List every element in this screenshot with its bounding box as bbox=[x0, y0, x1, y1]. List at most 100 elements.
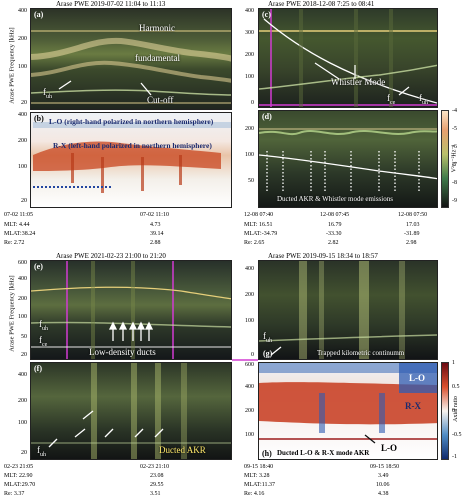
fuh-a-text: f bbox=[43, 87, 46, 97]
annotation-harmonic: Harmonic bbox=[139, 23, 175, 33]
panel-e-label: (e) bbox=[34, 262, 43, 271]
spectrogram-panel-d: (d) Ducted AKR & Whistler mode emissions bbox=[258, 110, 438, 208]
annotation-fuh-c: fuh bbox=[419, 93, 428, 106]
y-axis-label-bottom-left: Arase PWE Frequency [kHz] bbox=[8, 275, 16, 352]
ytick: 20 bbox=[21, 198, 27, 204]
re-label: Re: 2.65 bbox=[244, 240, 265, 246]
mlt-value: 16.79 bbox=[328, 222, 342, 228]
annotation-cutoff: Cut-off bbox=[147, 95, 174, 105]
annotation-fce-e: fce bbox=[39, 335, 47, 348]
ytick: 200 bbox=[18, 398, 27, 404]
panel-c-label: (c) bbox=[262, 10, 271, 19]
mlt-label: MLT: 16.51 bbox=[244, 222, 273, 228]
re-value: 2.88 bbox=[150, 240, 161, 246]
mlat-label: MLAT:-34.79 bbox=[244, 231, 278, 237]
ytick: 600 bbox=[18, 260, 27, 266]
fce-c-sub: ce bbox=[390, 99, 396, 106]
ytick: 200 bbox=[245, 52, 254, 58]
ytick: 100 bbox=[245, 152, 254, 158]
fce-c-text: f bbox=[387, 93, 390, 103]
ytick: 400 bbox=[18, 372, 27, 378]
cbar-tick: -9 bbox=[452, 198, 457, 204]
time-tick: 02-23 21:05 bbox=[4, 464, 34, 470]
power-colorbar bbox=[441, 110, 449, 208]
spectrogram-panel-f: (f) fuh Ducted AKR bbox=[30, 362, 232, 460]
fce-e-sub: ce bbox=[42, 341, 48, 348]
time-tick: 07-02 11:10 bbox=[140, 212, 169, 218]
cbar-tick: -5 bbox=[452, 126, 457, 132]
axial-ratio-colorbar bbox=[441, 362, 449, 460]
re-value: 3.51 bbox=[150, 491, 161, 497]
spectrogram-panel-b: (b) L-O (right-hand polarized in norther… bbox=[30, 112, 232, 208]
annotation-fuh-f: fuh bbox=[37, 445, 46, 458]
time-tick: 09-15 18:40 bbox=[244, 464, 274, 470]
fce-e-text: f bbox=[39, 335, 42, 345]
ytick: 100 bbox=[245, 318, 254, 324]
ytick: 50 bbox=[21, 334, 27, 340]
ytick: 0 bbox=[251, 100, 254, 106]
mlt-value: 17.03 bbox=[406, 222, 420, 228]
fuh-g-text: f bbox=[263, 331, 266, 341]
annotation-rx-h: R-X bbox=[405, 401, 421, 411]
panel-d-label: (d) bbox=[262, 112, 272, 121]
axial-ratio-panel-h: L-O R-X L-O (h) Ducted L-O & R-X mode AK… bbox=[258, 362, 438, 460]
mlt-label: MLT: 22.90 bbox=[4, 473, 33, 479]
spectrogram-panel-c: (c) Whistler Mode fce fuh bbox=[258, 8, 438, 108]
mlat-label: MLAT:38.24 bbox=[4, 231, 36, 237]
panel-gh-title: Arase PWE 2019-09-15 18:34 to 18:57 bbox=[268, 252, 378, 260]
spectrogram-panel-e: (e) fuh fce Low-density ducts bbox=[30, 260, 232, 360]
annotation-fuh-g: fuh bbox=[263, 331, 272, 344]
ytick: 200 bbox=[18, 138, 27, 144]
mlat-label: MLAT:11.37 bbox=[244, 482, 275, 488]
re-label: Re: 3.37 bbox=[4, 491, 25, 497]
fuh-c-text: f bbox=[419, 93, 422, 103]
re-label: Re: 4.16 bbox=[244, 491, 265, 497]
mlt-label: MLT: 4.44 bbox=[4, 222, 30, 228]
ytick: 400 bbox=[18, 112, 27, 118]
time-tick: 07-02 11:05 bbox=[4, 212, 33, 218]
cbar-tick: -8 bbox=[452, 180, 457, 186]
panel-a-label: (a) bbox=[34, 10, 44, 19]
cbar-tick: -4 bbox=[452, 108, 457, 114]
ytick: 100 bbox=[18, 64, 27, 70]
cbar-tick: 1 bbox=[452, 360, 455, 366]
panel-ef-title: Arase PWE 2021-02-23 21:00 to 21:20 bbox=[56, 252, 166, 260]
y-axis-label-top-left: Arase PWE Frequency [kHz] bbox=[8, 27, 16, 104]
annotation-low-density-ducts: Low-density ducts bbox=[89, 347, 156, 357]
ytick: 200 bbox=[245, 126, 254, 132]
spectrogram-panel-g: fuh (g) Trapped kilometric continumm bbox=[258, 260, 438, 360]
annotation-lo-h: L-O bbox=[409, 373, 426, 383]
fuh-f-sub: uh bbox=[40, 451, 46, 458]
ytick: 400 bbox=[245, 266, 254, 272]
panel-b-label: (b) bbox=[34, 114, 44, 123]
fuh-a-sub: uh bbox=[46, 93, 52, 100]
time-tick: 12-08 07:45 bbox=[320, 212, 350, 218]
annotation-rx-b: R-X (left-hand polarized in northern hem… bbox=[53, 141, 212, 150]
time-tick: 09-15 18:50 bbox=[370, 464, 400, 470]
ytick: 200 bbox=[18, 36, 27, 42]
cbar-tick: -6 bbox=[452, 144, 457, 150]
arrow-fuh-a bbox=[58, 80, 72, 90]
panel-f-label: (f) bbox=[34, 364, 42, 373]
ytick: 400 bbox=[18, 8, 27, 14]
panel-h-label: (h) bbox=[262, 449, 272, 458]
annotation-ducted-h: Ducted L-O & R-X mode AKR bbox=[277, 449, 370, 457]
power-colorbar-label: V²m⁻²Hz⁻¹ bbox=[451, 144, 458, 173]
time-tick: 12-08 07:40 bbox=[244, 212, 274, 218]
ytick: 100 bbox=[18, 420, 27, 426]
arrow-cutoff bbox=[140, 82, 152, 96]
cbar-tick: 0 bbox=[452, 408, 455, 414]
ytick: 100 bbox=[245, 74, 254, 80]
ytick: 100 bbox=[18, 314, 27, 320]
ytick: 200 bbox=[245, 408, 254, 414]
annotation-lo-b: L-O (right-hand polarized in northern he… bbox=[49, 117, 214, 126]
fuh-e-text: f bbox=[39, 319, 42, 329]
cbar-tick: -1 bbox=[452, 454, 457, 460]
annotation-lo2-h: L-O bbox=[381, 443, 398, 453]
mlt-value: 4.73 bbox=[150, 222, 161, 228]
mlat-value: 39.14 bbox=[150, 231, 164, 237]
ytick: 400 bbox=[245, 8, 254, 14]
mlat-value: 10.06 bbox=[376, 482, 390, 488]
time-tick: 12-08 07:50 bbox=[398, 212, 428, 218]
panel-cd-title: Arase PWE 2018-12-08 7:25 to 08:41 bbox=[268, 0, 375, 8]
